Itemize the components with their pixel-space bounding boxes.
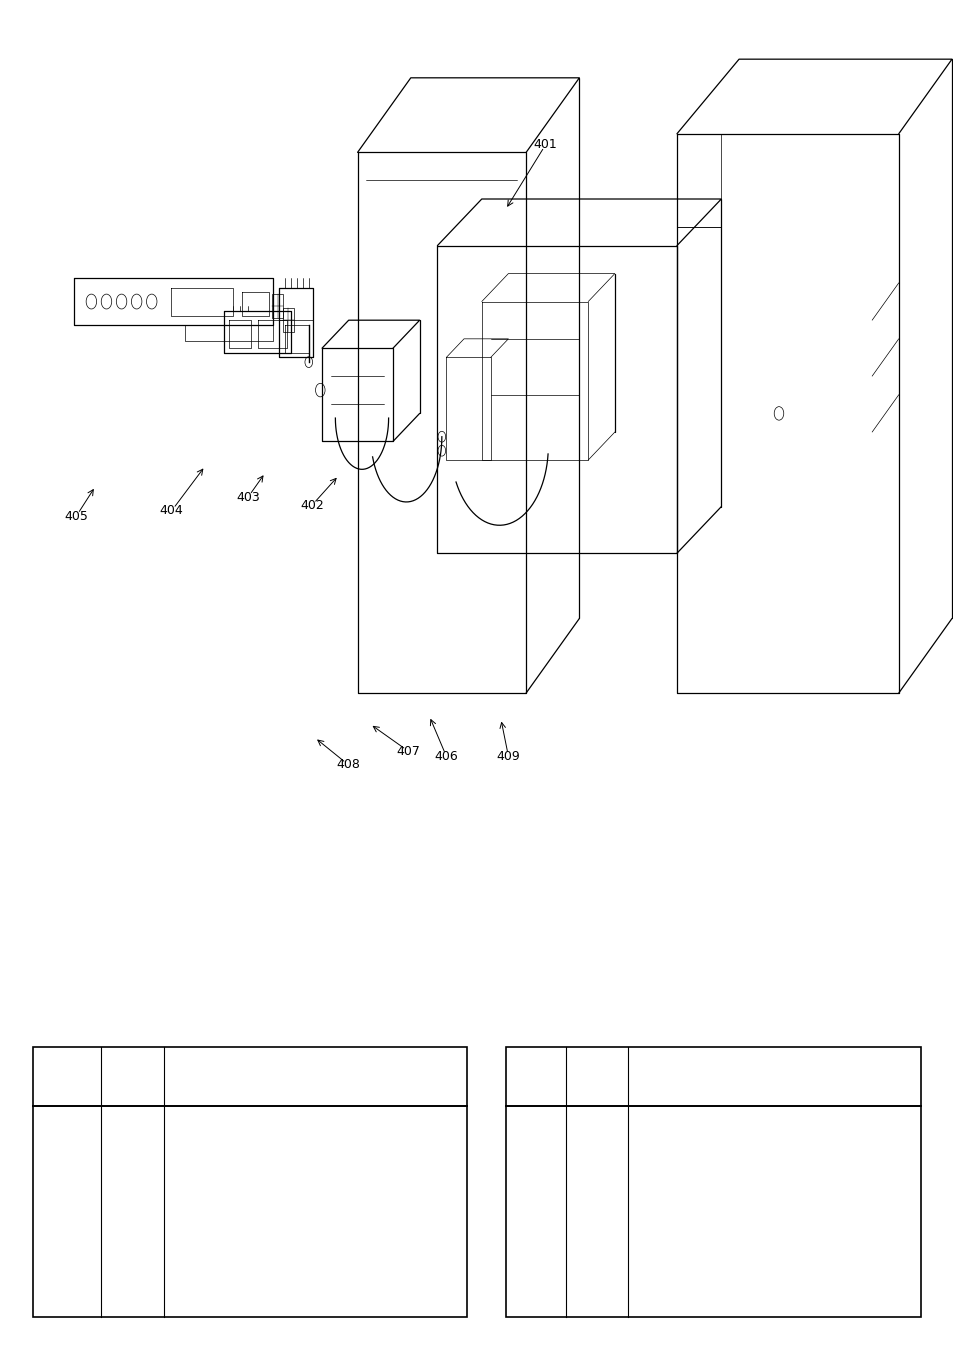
Text: 408: 408 — [335, 758, 360, 771]
Text: 402: 402 — [300, 499, 323, 512]
Text: 405: 405 — [64, 509, 89, 523]
Text: 409: 409 — [497, 750, 519, 763]
Bar — [282, 308, 294, 332]
Text: 406: 406 — [435, 750, 457, 763]
Bar — [272, 295, 283, 319]
Text: 404: 404 — [160, 504, 183, 517]
Text: 403: 403 — [236, 490, 259, 504]
Text: 407: 407 — [395, 744, 420, 758]
Text: 401: 401 — [534, 138, 557, 151]
Bar — [33, 1047, 467, 1317]
Bar — [505, 1047, 920, 1317]
